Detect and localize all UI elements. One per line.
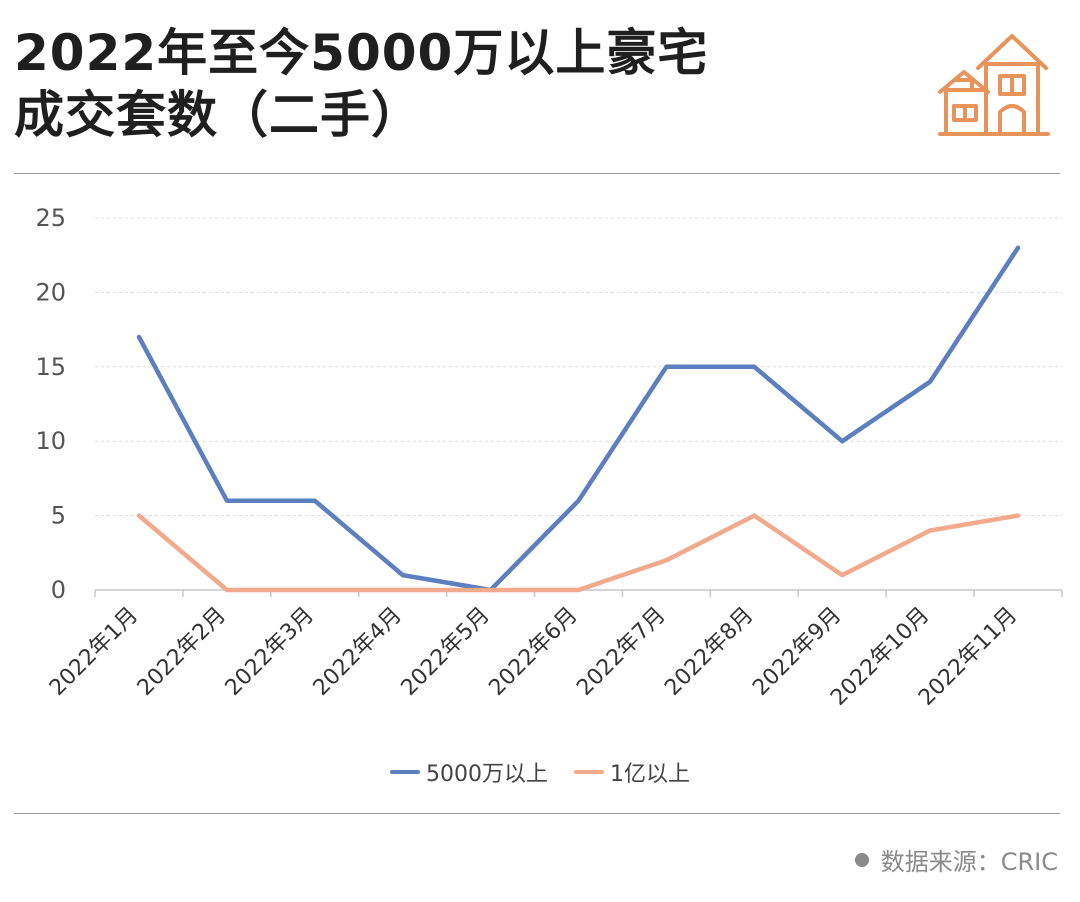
source-text: 数据来源：CRIC bbox=[880, 848, 1058, 876]
chart-legend: 5000万以上 1亿以上 bbox=[0, 756, 1080, 788]
x-tick-label: 2022年2月 bbox=[133, 603, 231, 701]
source-note: 数据来源：CRIC bbox=[854, 842, 1058, 877]
legend-item-1: 5000万以上 bbox=[390, 756, 548, 788]
chart-title-line-2: 成交套数（二手） bbox=[14, 86, 422, 144]
chart-title-line-1: 2022年至今5000万以上豪宅 bbox=[14, 24, 709, 82]
y-tick-label: 0 bbox=[51, 576, 66, 604]
y-tick-label: 25 bbox=[35, 204, 66, 232]
y-tick-label: 5 bbox=[51, 502, 66, 530]
series-line-1 bbox=[136, 245, 1021, 593]
y-tick-label: 10 bbox=[35, 427, 66, 455]
legend-swatch bbox=[390, 770, 420, 774]
y-tick-label: 15 bbox=[35, 353, 66, 381]
x-tick-label: 2022年1月 bbox=[45, 603, 143, 701]
legend-swatch bbox=[574, 770, 604, 774]
x-tick-label: 2022年8月 bbox=[660, 603, 758, 701]
y-tick-label: 20 bbox=[35, 278, 66, 306]
house-icon bbox=[938, 34, 1050, 136]
legend-item-2: 1亿以上 bbox=[574, 756, 690, 788]
x-tick-label: 2022年6月 bbox=[484, 603, 582, 701]
x-tick-label: 2022年5月 bbox=[397, 603, 495, 701]
bottom-divider bbox=[14, 813, 1060, 814]
x-tick-label: 2022年9月 bbox=[748, 603, 846, 701]
x-tick-label: 2022年7月 bbox=[572, 603, 670, 701]
bullet-icon bbox=[854, 852, 869, 867]
top-divider bbox=[14, 173, 1060, 174]
legend-label: 1亿以上 bbox=[610, 762, 690, 787]
series-line-2 bbox=[136, 513, 1021, 593]
x-tick-label: 2022年4月 bbox=[309, 603, 407, 701]
legend-label: 5000万以上 bbox=[426, 762, 548, 787]
x-tick-label: 2022年3月 bbox=[221, 603, 319, 701]
chart-title: 2022年至今5000万以上豪宅 成交套数（二手） bbox=[14, 22, 894, 146]
